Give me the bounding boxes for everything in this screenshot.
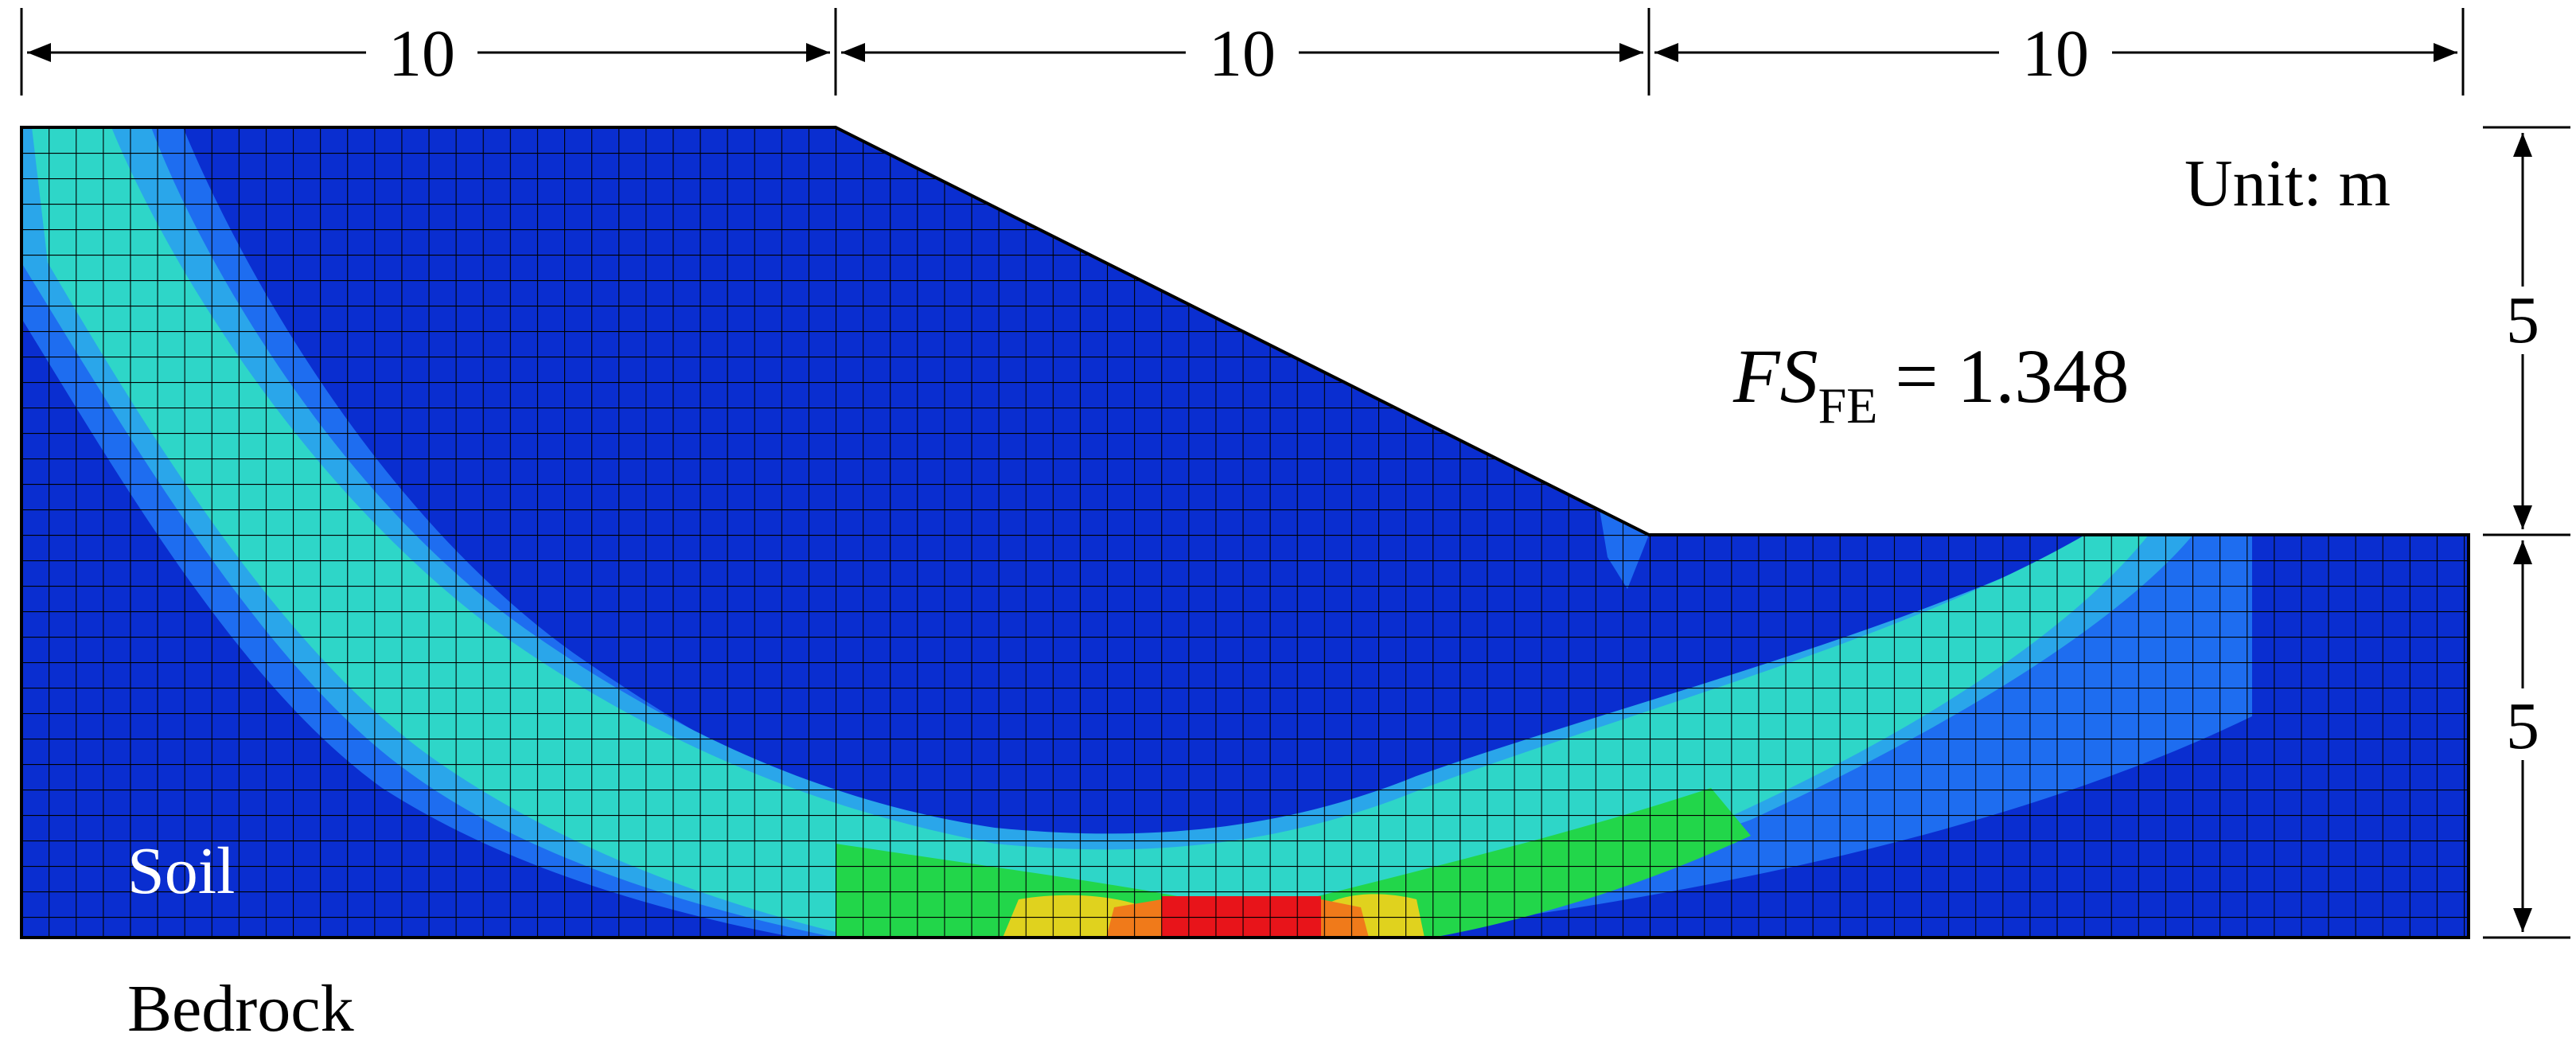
soil-label: Soil xyxy=(127,834,235,908)
top-dimension: 10 10 10 xyxy=(20,8,2465,96)
dim-right-1: 5 xyxy=(2506,283,2539,357)
factor-of-safety-label: FSFE = 1.348 xyxy=(1732,333,2129,434)
fs-value: = 1.348 xyxy=(1895,333,2129,419)
slope-outline xyxy=(20,126,2470,939)
dim-right-2: 5 xyxy=(2506,689,2539,763)
right-dimension: 5 5 xyxy=(2483,126,2570,939)
dim-top-2: 10 xyxy=(1209,17,1276,91)
dim-top-3: 10 xyxy=(2022,17,2089,91)
unit-label: Unit: m xyxy=(2184,146,2391,220)
fe-mesh xyxy=(21,127,2469,938)
fs-subscript: FE xyxy=(1818,377,1878,434)
bedrock-label: Bedrock xyxy=(127,972,354,1045)
dim-top-1: 10 xyxy=(388,17,455,91)
fs-symbol: FS xyxy=(1732,333,1818,419)
